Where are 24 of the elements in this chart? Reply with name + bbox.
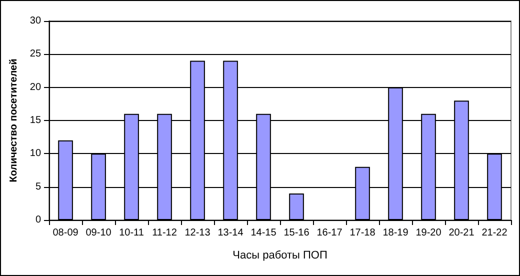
x-tick-label: 19-20 <box>416 228 442 238</box>
y-tick-label: 5 <box>35 181 42 192</box>
x-tick-label: 15-16 <box>284 228 310 238</box>
x-tick-label: 11-12 <box>152 228 178 238</box>
x-tick-label: 18-19 <box>382 228 409 238</box>
y-tick-label: 10 <box>30 148 42 160</box>
x-axis-title: Часы работы ПОП <box>232 250 328 262</box>
y-tick-label: 30 <box>30 16 42 26</box>
y-tick-label: 25 <box>30 48 42 60</box>
x-tick-label: 09-10 <box>86 228 112 238</box>
x-tick-label: 14-15 <box>250 228 277 238</box>
x-tick-label: 21-22 <box>482 228 508 238</box>
x-tick-label: 16-17 <box>316 228 343 238</box>
y-axis-title: Количество посетителей <box>8 58 20 182</box>
bar <box>289 193 304 220</box>
x-tick-label: 17-18 <box>350 228 376 238</box>
y-tick-label: 0 <box>35 214 42 226</box>
x-tick-label: 08-09 <box>52 228 79 238</box>
x-tick-label: 12-13 <box>184 228 211 238</box>
x-tick-label: 10-11 <box>119 228 144 238</box>
y-tick-label: 15 <box>30 115 42 126</box>
y-tick-label: 20 <box>30 82 42 93</box>
x-tick-label: 20-21 <box>448 228 475 238</box>
x-tick-label: 13-14 <box>218 228 244 238</box>
